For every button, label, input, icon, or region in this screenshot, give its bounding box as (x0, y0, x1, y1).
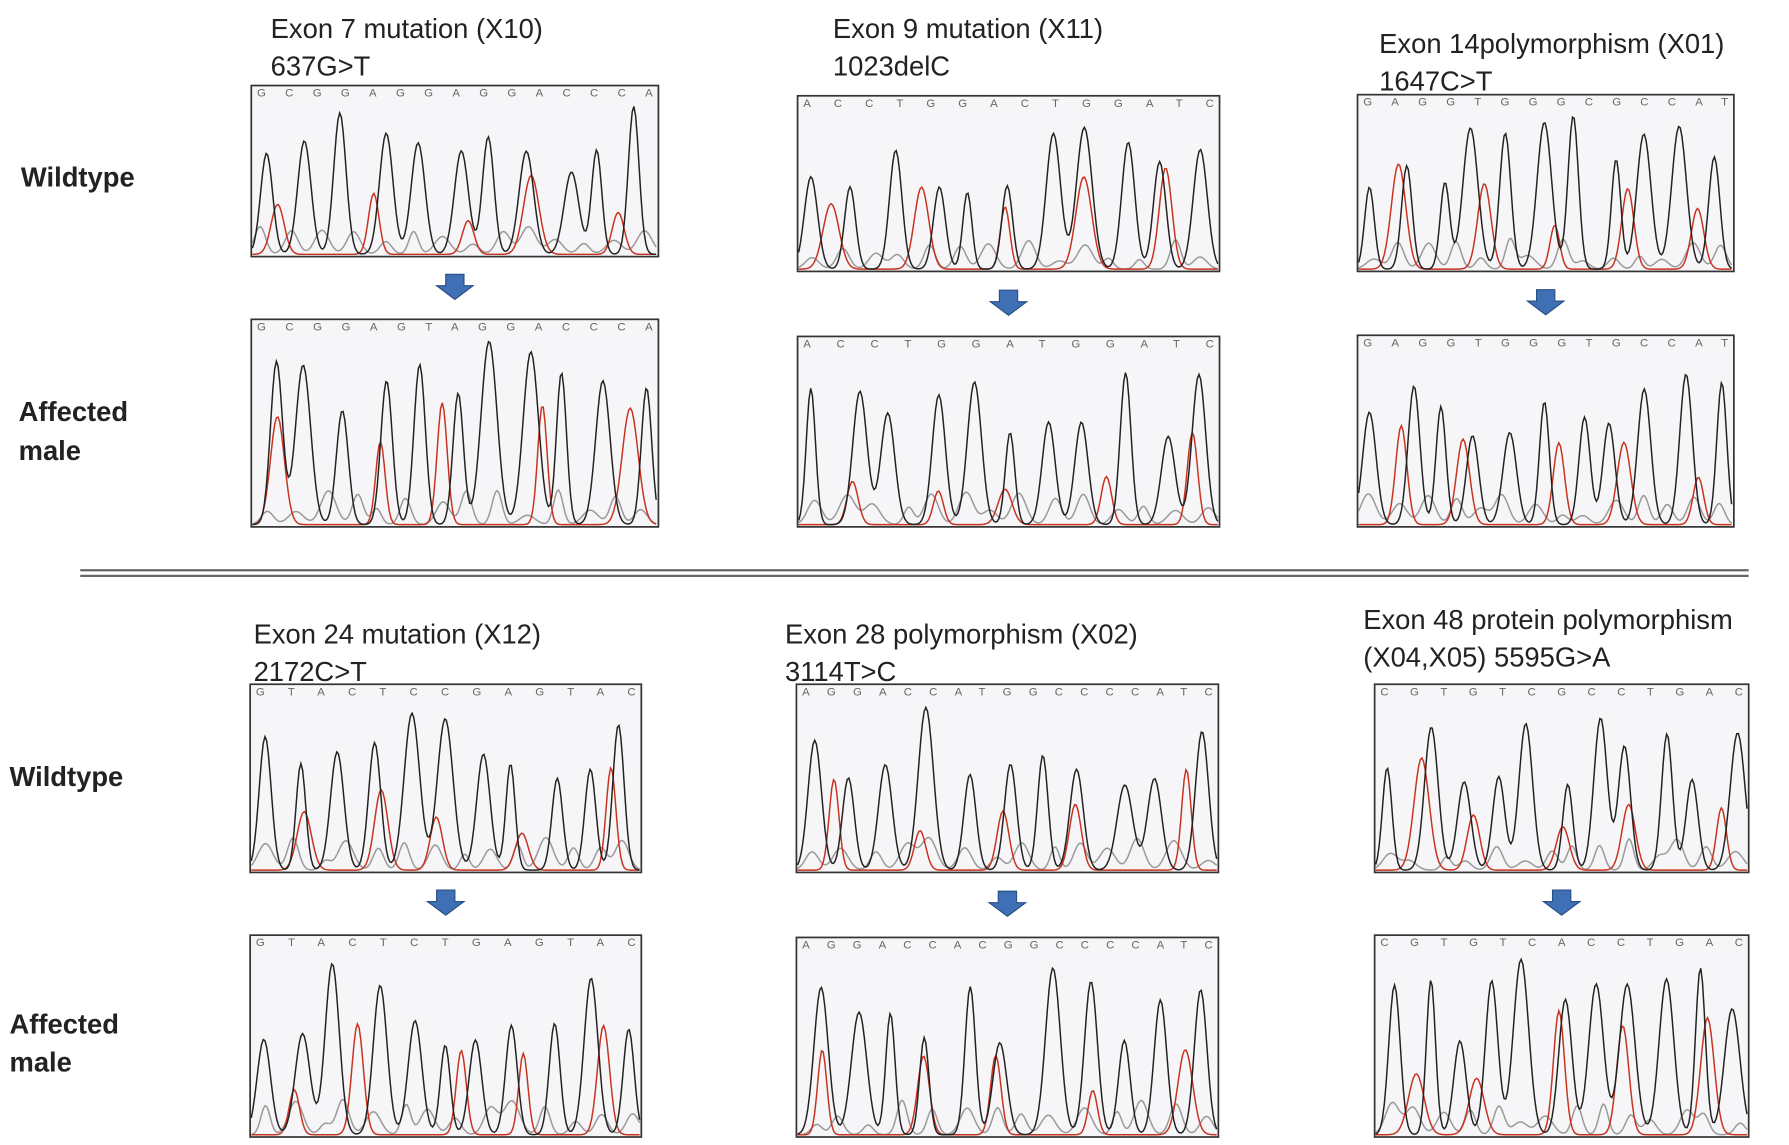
arrow (425, 889, 466, 916)
panel-subtitle: 1647C>T (1379, 65, 1493, 96)
panel-title: Exon 14polymorphism (X01) (1379, 28, 1724, 59)
chromatogram (1373, 934, 1750, 1138)
base-calls: GTACTCCGAGTAC (256, 686, 636, 698)
trace (252, 174, 657, 256)
panel-subtitle: 1023delC (833, 51, 950, 82)
trace (1357, 373, 1733, 526)
panel-subtitle: 2172C>T (254, 656, 368, 687)
trace (1375, 957, 1748, 1135)
trace (1375, 717, 1748, 871)
row-label: Affected (19, 396, 128, 427)
arrow (434, 273, 475, 301)
trace (250, 962, 641, 1136)
chromatogram (250, 84, 660, 258)
trace (1357, 115, 1733, 270)
arrow (987, 890, 1028, 918)
row-label: male (19, 435, 81, 466)
row-label: Affected (10, 1009, 119, 1040)
trace (798, 491, 1219, 525)
trace (1358, 163, 1732, 270)
panel-title: Exon 7 mutation (X10) (271, 13, 543, 44)
chromatogram (1373, 683, 1750, 874)
row-label: male (10, 1046, 72, 1077)
arrow (1525, 289, 1566, 316)
trace (1358, 423, 1732, 526)
panel-title: Exon 9 mutation (X11) (833, 13, 1103, 44)
chromatogram (249, 683, 643, 874)
trace (251, 1021, 640, 1136)
base-calls: AGGACCACGGCCCCATC (802, 939, 1213, 951)
arrow (1541, 889, 1582, 916)
trace (251, 766, 640, 871)
chromatogram (1356, 334, 1735, 528)
trace (797, 1049, 1217, 1136)
chromatogram (796, 335, 1221, 528)
trace (1358, 237, 1733, 270)
trace (797, 125, 1219, 270)
base-calls: GTACTCTGAGTAC (256, 937, 636, 949)
arrow (988, 289, 1029, 317)
base-calls: CGTGTCACCTGAC (1380, 937, 1743, 949)
panel-title: Exon 48 protein polymorphism (1363, 604, 1733, 635)
base-calls: ACCTGGATGGATC (803, 338, 1214, 350)
trace (797, 966, 1218, 1136)
panel-title: Exon 24 mutation (X12) (254, 619, 541, 650)
base-calls: AGGACCATGGCCCCATC (802, 686, 1213, 698)
trace (1375, 1101, 1748, 1136)
trace (798, 430, 1218, 526)
trace (250, 711, 640, 871)
chromatogram (1356, 93, 1735, 273)
base-calls: CGTGTCGCCTGAC (1380, 686, 1743, 698)
trace (797, 836, 1218, 870)
panel-subtitle: (X04,X05) 5595G>A (1363, 641, 1611, 672)
trace (1375, 837, 1748, 871)
base-calls: GCGGAGGAGGACCCA (257, 88, 653, 100)
panel-subtitle: 3114T>C (785, 656, 896, 687)
panel-subtitle: 637G>T (271, 51, 371, 82)
trace (251, 106, 657, 256)
chromatogram (796, 94, 1221, 273)
trace (1357, 493, 1733, 524)
row-label: Wildtype (10, 761, 124, 792)
base-calls: GCGGAGTAGGACCCA (257, 321, 653, 333)
trace (796, 705, 1218, 871)
trace (797, 372, 1219, 526)
trace (251, 225, 657, 254)
trace (797, 767, 1217, 871)
trace (252, 340, 657, 526)
chromatogram (249, 934, 643, 1138)
panel-title: Exon 28 polymorphism (X02) (785, 619, 1138, 650)
row-label: Wildtype (21, 161, 135, 192)
chromatogram (795, 936, 1220, 1138)
trace (252, 402, 657, 526)
